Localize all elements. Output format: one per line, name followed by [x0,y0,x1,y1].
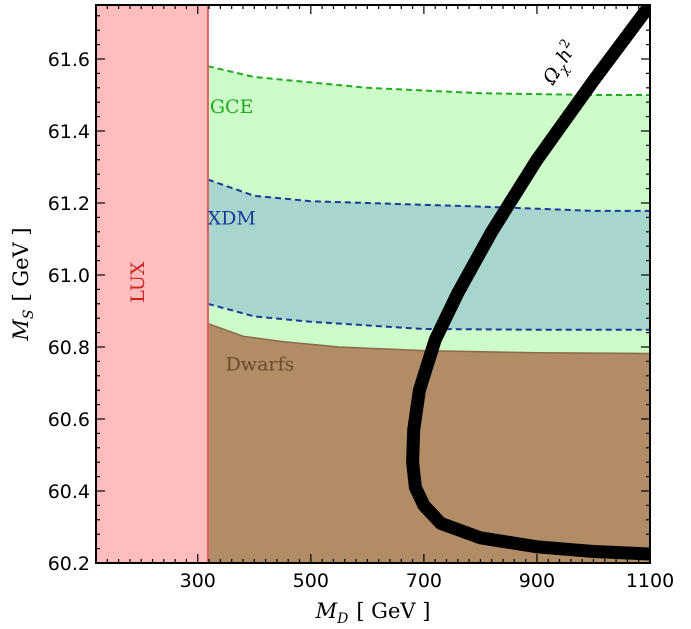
x-axis-symbol: M [315,599,338,623]
ticks: 300 500 700 900 1100 60.2 60.4 60.6 60.8 61.0 61.2… [48,5,674,592]
y-tick-label: 60.6 [48,409,90,431]
lux-region [96,5,208,563]
x-tick-label: 700 [406,570,442,592]
y-tick-label: 61.4 [48,121,90,143]
relic-curve-label: Ωχh2 [536,37,585,92]
plot-frame [95,4,651,564]
regions-layer [96,5,650,563]
x-tick-label: 500 [293,570,329,592]
y-tick-label: 60.4 [48,481,90,503]
dwarfs-region [207,323,650,563]
x-tick-label: 1100 [626,570,674,592]
dwarfs-boundary [207,322,650,355]
lux-label: LUX [127,261,149,303]
y-tick-label: 61.6 [48,49,90,71]
relic-density-curve [406,5,650,561]
x-tick-label: 300 [180,570,216,592]
y-tick-label: 61.0 [48,265,90,287]
x-axis-title: MD [ GeV ] [315,599,431,627]
y-tick-label: 60.2 [48,553,90,575]
y-tick-label: 60.8 [48,337,90,359]
curves-layer [406,5,650,561]
region-labels: GCE XDM Dwarfs LUX [127,96,294,375]
y-tick-label: 61.2 [48,193,90,215]
xdm-upper-boundary [207,178,650,212]
x-axis-subscript: D [336,611,348,627]
y-axis-title: MS [ GeV ] [9,227,37,341]
x-tick-label: 900 [519,570,555,592]
xdm-label: XDM [208,208,256,230]
gce-label: GCE [210,96,254,118]
dwarfs-label: Dwarfs [226,353,295,375]
x-axis-unit: [ GeV ] [356,599,430,623]
y-axis-symbol: M [9,319,33,342]
xdm-lower-boundary [207,302,650,331]
y-axis-subscript: S [21,310,37,320]
xdm-region [207,179,650,330]
y-axis-unit: [ GeV ] [9,227,33,301]
